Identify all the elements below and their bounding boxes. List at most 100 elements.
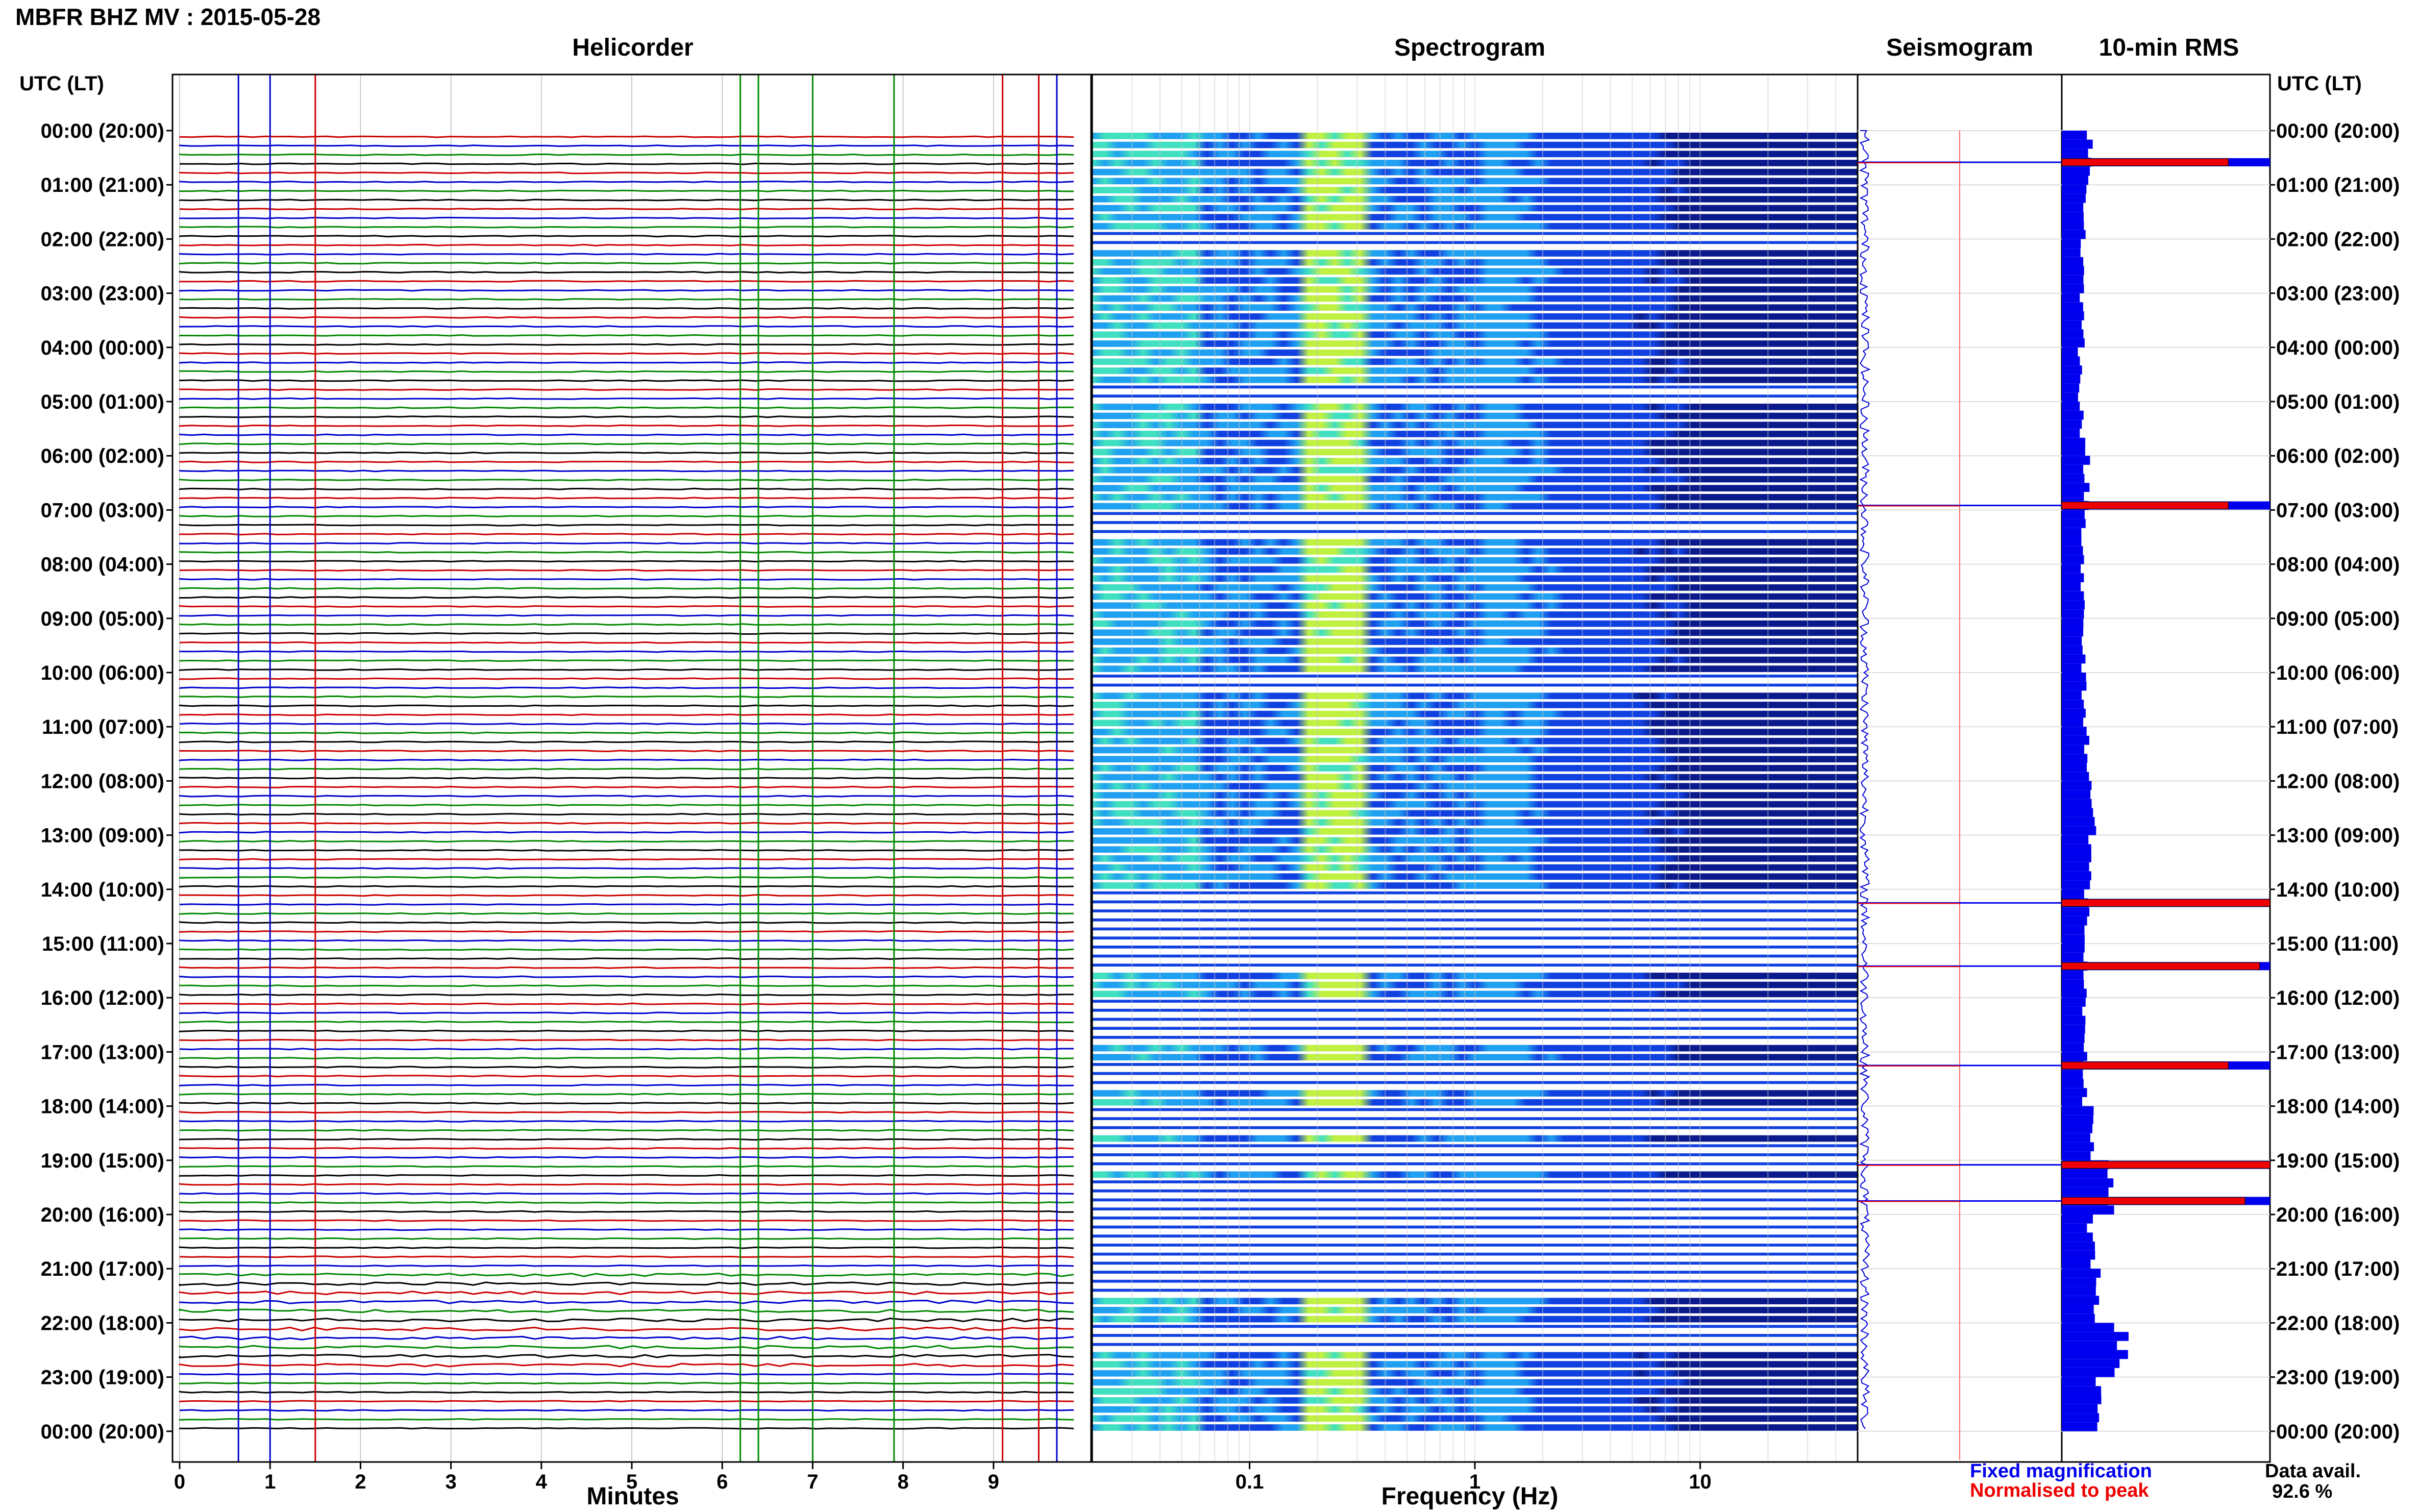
rms-bar (2062, 275, 2084, 284)
helicorder-trace (179, 813, 1074, 816)
helicorder-trace (179, 948, 1074, 951)
rms-bar (2062, 1350, 2128, 1359)
helicorder-trace (179, 560, 1074, 563)
helicorder-trace (179, 623, 1074, 626)
helicorder-trace (179, 162, 1074, 165)
spectrogram-x-tick-label: 1 (1469, 1471, 1480, 1493)
rms-bar (2062, 474, 2085, 483)
rms-bar (2062, 1232, 2093, 1242)
helicorder-trace (179, 822, 1074, 825)
rms-bar (2062, 1377, 2096, 1386)
time-tick-label-right: 20:00 (16:00) (2276, 1204, 2400, 1226)
rms-bar (2062, 176, 2088, 185)
helicorder-trace (179, 1147, 1074, 1150)
time-tick-label-right: 11:00 (07:00) (2276, 716, 2399, 738)
rms-bar (2062, 727, 2087, 736)
time-tick-label-right: 12:00 (08:00) (2276, 770, 2400, 792)
helicorder-trace (179, 650, 1074, 653)
rms-spike-normalised (2061, 1061, 2229, 1070)
time-tick-label-left: 21:00 (17:00) (41, 1258, 164, 1280)
helicorder-trace (179, 307, 1074, 310)
rms-bar (2062, 464, 2084, 474)
helicorder-trace (179, 795, 1074, 798)
helicorder-trace (179, 1228, 1074, 1231)
helicorder-trace (179, 722, 1074, 726)
rms-bar (2062, 880, 2090, 889)
time-tick-label-left: 09:00 (05:00) (41, 608, 164, 630)
time-tick-label-left: 07:00 (03:00) (41, 499, 164, 522)
helicorder-trace (179, 343, 1074, 346)
time-tick-label-right: 17:00 (13:00) (2276, 1041, 2400, 1063)
time-tick-label-right: 07:00 (03:00) (2276, 499, 2400, 522)
rms-bar (2062, 266, 2084, 276)
rms-bar (2062, 907, 2090, 916)
helicorder-trace (179, 1021, 1074, 1024)
helicorder-trace (179, 289, 1074, 292)
rms-bar (2062, 988, 2087, 998)
helicorder-trace (179, 1038, 1074, 1042)
helicorder-x-tick-label: 8 (897, 1471, 908, 1493)
rms-bar (2062, 853, 2091, 862)
rms-bar (2062, 1079, 2084, 1088)
helicorder-trace (179, 777, 1074, 780)
rms-bar (2062, 673, 2086, 682)
helicorder-trace (179, 632, 1074, 635)
rms-bar (2062, 293, 2080, 303)
rms-bar (2062, 998, 2086, 1007)
helicorder-trace (179, 1308, 1074, 1313)
time-tick-label-right: 19:00 (15:00) (2276, 1150, 2400, 1172)
helicorder-trace (179, 226, 1074, 229)
time-tick-label-left: 20:00 (16:00) (41, 1204, 164, 1226)
helicorder-title: Helicorder (572, 34, 694, 61)
helicorder-trace (179, 1291, 1074, 1296)
seismogram-title: Seismogram (1886, 34, 2034, 61)
helicorder-trace (179, 1382, 1074, 1385)
rms-bar (2062, 1115, 2093, 1124)
rms-bar (2062, 212, 2084, 221)
time-tick-label-right: 09:00 (05:00) (2276, 608, 2400, 630)
helicorder-trace (179, 713, 1074, 716)
helicorder-trace (179, 280, 1074, 283)
helicorder-trace (179, 731, 1074, 734)
helicorder-trace (179, 433, 1074, 436)
helicorder-trace (179, 596, 1074, 599)
rms-bar (2062, 1034, 2085, 1043)
helicorder-trace (179, 352, 1074, 355)
time-tick-label-right: 00:00 (20:00) (2276, 1421, 2400, 1443)
time-tick-label-left: 16:00 (12:00) (41, 987, 164, 1009)
rms-bar (2062, 537, 2082, 547)
helicorder-trace (179, 180, 1074, 184)
rms-bar (2062, 365, 2082, 375)
time-tick-label-right: 13:00 (09:00) (2276, 825, 2400, 847)
helicorder-trace (179, 1201, 1074, 1204)
helicorder-x-tick-label: 6 (717, 1471, 728, 1493)
helicorder-trace (179, 506, 1074, 509)
helicorder-trace (179, 388, 1074, 391)
helicorder-trace (179, 1183, 1074, 1186)
rms-spike-normalised (2061, 502, 2229, 510)
rms-bar (2062, 781, 2092, 790)
rms-bar (2062, 700, 2084, 709)
rms-bar (2062, 627, 2084, 637)
time-tick-label-right: 16:00 (12:00) (2276, 987, 2400, 1009)
helicorder-trace (179, 659, 1074, 662)
helicorder-trace (179, 1299, 1074, 1304)
rms-bar (2062, 1169, 2108, 1179)
helicorder-trace (179, 1255, 1074, 1258)
helicorder-trace (179, 966, 1074, 969)
helicorder-trace (179, 235, 1074, 238)
rms-bar (2062, 1422, 2097, 1431)
helicorder-trace (179, 686, 1074, 689)
helicorder-trace (179, 1093, 1074, 1096)
rms-bar (2062, 889, 2084, 899)
rms-bar (2062, 1269, 2101, 1278)
rms-bar (2062, 790, 2091, 799)
rms-bar (2062, 654, 2086, 664)
rms-bar (2062, 338, 2085, 348)
rms-bar (2062, 618, 2084, 628)
seismogram-line (1859, 130, 1871, 1429)
rms-bar (2062, 1142, 2094, 1152)
spectrogram-x-axis-title: Frequency (Hz) (1381, 1483, 1559, 1510)
helicorder-trace (179, 767, 1074, 771)
rms-bar (2062, 844, 2091, 853)
